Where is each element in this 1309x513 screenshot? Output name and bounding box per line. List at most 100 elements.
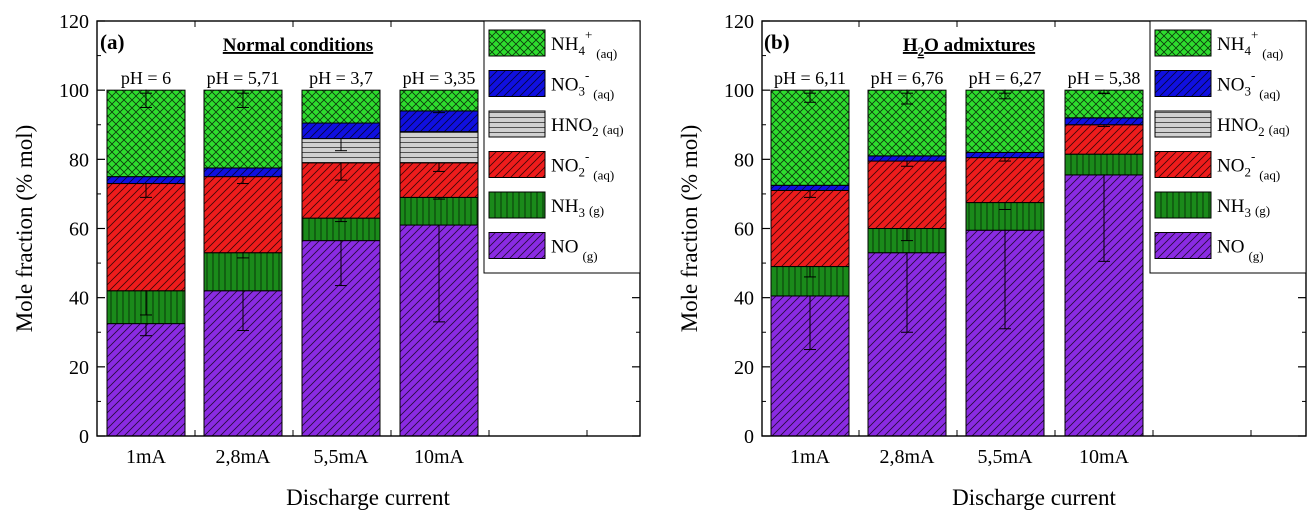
legend-box	[1149, 20, 1307, 274]
legend-label-NH3: NH3 (g)	[551, 196, 604, 220]
legend-label-NH3: NH3 (g)	[1217, 196, 1270, 220]
legend-swatch-NH4+	[488, 29, 546, 57]
bar-stack-10mA	[399, 89, 479, 437]
ph-label: pH = 6,11	[774, 68, 846, 88]
legend-swatch-HNO2	[1154, 110, 1212, 138]
bar-segment-NO2-	[1064, 124, 1144, 155]
x-tick-label: 1mA	[126, 446, 167, 468]
y-tick-label: 100	[724, 80, 754, 102]
legend-swatch-NO	[1154, 232, 1212, 259]
bar-stack-1mA	[770, 89, 850, 437]
ph-label: pH = 5,38	[1068, 68, 1141, 88]
legend: NH4+(aq) NO3-(aq) HNO2 (aq) NO2-(aq) NH3 (g) NO…	[1149, 20, 1307, 274]
y-tick-label: 120	[59, 11, 89, 33]
ph-label: pH = 3,7	[309, 68, 373, 88]
ph-label: pH = 3,35	[403, 68, 476, 88]
bar-segment-NO2-	[965, 157, 1045, 204]
bar-segment-NO3-	[106, 176, 186, 185]
x-tick-label: 10mA	[414, 446, 465, 468]
legend-label-HNO2: HNO2 (aq)	[1217, 115, 1290, 139]
x-tick-label: 5,5mA	[314, 446, 370, 468]
legend-box	[483, 20, 641, 274]
y-tick-label: 20	[69, 357, 89, 379]
bar-stack-2,8mA	[867, 89, 947, 437]
bar-segment-NH4+	[1064, 89, 1144, 119]
x-tick-label: 2,8mA	[880, 446, 936, 468]
legend-swatch-NO3-	[1154, 70, 1212, 97]
x-axis-title: Discharge current	[952, 485, 1116, 510]
bar-segment-NH3	[399, 196, 479, 226]
bar-segment-NO3-	[301, 122, 381, 140]
bar-stack-5,5mA	[301, 89, 381, 437]
legend-label-NH4+: NH4+(aq)	[551, 27, 617, 61]
bar-segment-NH4+	[399, 89, 479, 112]
bar-segment-NH4+	[770, 89, 850, 186]
x-tick-label: 1mA	[790, 446, 831, 468]
legend-swatch-HNO2	[488, 110, 546, 138]
bar-segment-NO	[867, 252, 947, 437]
x-tick-label: 10mA	[1079, 446, 1130, 468]
bar-segment-NO3-	[399, 110, 479, 133]
bar-segment-NO2-	[203, 176, 283, 254]
panel-a: pH = 6 1mA pH = 5,71 2,8mA pH = 3,7 5,5mA pH =…	[12, 11, 641, 510]
legend-swatch-NO3-	[488, 70, 546, 97]
y-tick-label: 60	[69, 219, 89, 241]
legend-swatch-NH4+	[1154, 29, 1212, 57]
legend-label-NO3-: NO3-(aq)	[1217, 68, 1280, 102]
legend: NH4+(aq) NO3-(aq) HNO2 (aq) NO2-(aq) NH3 (g) NO…	[483, 20, 641, 274]
panel-letter: (b)	[764, 30, 790, 54]
legend-swatch-NO2-	[488, 151, 546, 178]
bar-segment-NO2-	[106, 183, 186, 292]
legend-swatch-NO	[488, 232, 546, 259]
panel-b: pH = 6,11 1mA pH = 6,76 2,8mA pH = 6,27 5,5mA…	[677, 11, 1307, 510]
x-axis-title: Discharge current	[286, 485, 450, 510]
legend-label-NO: NO (g)	[551, 237, 598, 264]
legend-label-NO: NO (g)	[1217, 237, 1264, 264]
bar-segment-NO3-	[770, 184, 850, 191]
ph-label: pH = 6,27	[969, 68, 1042, 88]
y-tick-label: 80	[69, 149, 89, 171]
legend-label-HNO2: HNO2 (aq)	[551, 115, 624, 139]
ph-label: pH = 5,71	[207, 68, 280, 88]
y-tick-label: 100	[59, 80, 89, 102]
bar-stack-5,5mA	[965, 89, 1045, 437]
y-axis-title: Mole fraction (% mol)	[12, 125, 37, 333]
panel-title: H2O admixtures	[903, 35, 1035, 59]
y-axis-title: Mole fraction (% mol)	[677, 125, 702, 333]
legend-label-NO3-: NO3-(aq)	[551, 68, 614, 102]
y-tick-label: 40	[69, 288, 89, 310]
y-tick-label: 0	[79, 426, 89, 448]
y-tick-label: 120	[724, 11, 754, 33]
bar-segment-NO3-	[1064, 117, 1144, 126]
legend-label-NH4+: NH4+(aq)	[1217, 27, 1283, 61]
x-tick-label: 5,5mA	[978, 446, 1034, 468]
bar-segment-HNO2	[399, 131, 479, 164]
bar-segment-NO2-	[770, 189, 850, 268]
panel-title: Normal conditions	[223, 35, 373, 56]
bar-segment-NO3-	[203, 167, 283, 178]
y-tick-label: 0	[744, 426, 754, 448]
legend-label-NO2-: NO2-(aq)	[1217, 149, 1280, 183]
bar-stack-10mA	[1064, 89, 1144, 437]
bar-segment-NH3	[203, 252, 283, 292]
ph-label: pH = 6,76	[871, 68, 944, 88]
bar-segment-NO3-	[867, 155, 947, 162]
bar-segment-NO2-	[867, 160, 947, 229]
y-tick-label: 80	[734, 149, 754, 171]
bar-stack-1mA	[106, 89, 186, 437]
bar-segment-NH4+	[965, 89, 1045, 153]
panel-letter: (a)	[100, 30, 125, 54]
y-tick-label: 20	[734, 357, 754, 379]
ph-label: pH = 6	[121, 68, 171, 88]
bar-segment-NH4+	[301, 89, 381, 124]
bar-segment-NH3	[1064, 153, 1144, 176]
y-tick-label: 40	[734, 288, 754, 310]
legend-swatch-NH3	[488, 191, 546, 219]
bar-segment-NO	[106, 323, 186, 437]
y-tick-label: 60	[734, 219, 754, 241]
legend-swatch-NO2-	[1154, 151, 1212, 178]
x-tick-label: 2,8mA	[216, 446, 272, 468]
bar-segment-NO3-	[965, 151, 1045, 159]
legend-swatch-NH3	[1154, 191, 1212, 219]
